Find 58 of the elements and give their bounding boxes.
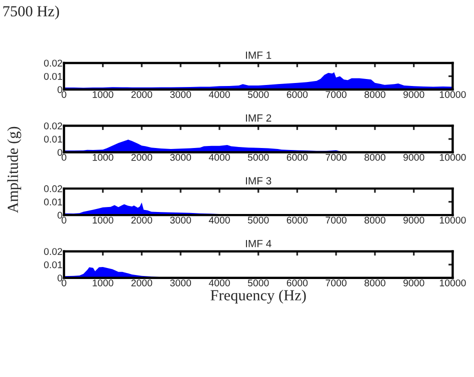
x-tick-label: 10000 [440,216,466,224]
x-tick-label: 9000 [403,216,424,224]
x-tick-label: 8000 [364,91,386,98]
x-tick-label: 8000 [364,216,386,224]
x-tick-label: 3000 [170,91,192,98]
y-tick-label: 0.01 [44,261,62,268]
chart-title: IMF 2 [246,114,272,122]
y-tick-label: 0 [58,212,62,219]
x-tick-label: 8000 [364,279,386,286]
x-tick-label: 5000 [248,154,269,161]
y-tick-label: 0 [58,148,62,156]
y-tick-label: 0.02 [44,185,62,192]
x-tick-label: 5000 [248,279,269,286]
x-tick-label: 1000 [92,91,114,98]
y-tick-label: 0.01 [44,136,62,143]
x-tick-label: 4000 [208,91,230,98]
chart-title: IMF 1 [246,52,272,59]
x-tick-label: 7000 [326,216,346,224]
x-tick-label: 2000 [131,91,152,98]
x-tick-label: 2000 [131,279,152,286]
x-tick-label: 4000 [208,216,230,224]
x-tick-label: 6000 [286,216,308,224]
x-tick-label: 9000 [403,154,424,161]
x-tick-label: 5000 [248,216,269,224]
x-tick-label: 3000 [170,216,192,224]
x-tick-label: 6000 [286,279,308,286]
x-tick-label: 3000 [170,279,192,286]
text: 7500 Hz) [3,6,59,20]
x-tick-label: 10000 [440,91,466,98]
y-tick-label: 0.02 [44,60,62,67]
x-tick-label: 6000 [286,91,308,98]
x-tick-label: 4000 [208,154,230,161]
y-tick-label: 0.02 [44,122,62,130]
x-tick-label: 3000 [170,154,192,161]
x-tick-label: 1000 [92,216,114,224]
x-tick-label: 8000 [364,154,386,161]
x-tick-label: 6000 [286,154,308,161]
chart-title: IMF 3 [246,177,272,184]
x-tick-label: 7000 [326,91,346,98]
y-tick-label: 0 [58,274,62,282]
chart-title: IMF 4 [246,240,272,248]
x-tick-label: 1000 [92,154,114,161]
x-tick-label: 4000 [208,279,230,286]
x-tick-label: 2000 [131,216,152,224]
x-tick-label: 9000 [403,91,424,98]
y-tick-label: 0.01 [44,72,62,80]
x-axis-title: Frequency (Hz) [210,290,306,304]
x-tick-label: 1000 [92,279,114,286]
x-tick-label: 2000 [131,154,152,161]
x-tick-label: 10000 [440,154,466,161]
x-tick-label: 7000 [326,279,346,286]
y-axis-title: Amplitude (g) [7,126,22,213]
y-tick-label: 0.01 [44,198,62,206]
x-tick-label: 7000 [326,154,346,161]
y-tick-label: 0.02 [44,248,62,255]
x-tick-label: 5000 [248,91,269,98]
x-tick-label: 10000 [440,279,466,286]
x-tick-label: 9000 [403,279,424,286]
